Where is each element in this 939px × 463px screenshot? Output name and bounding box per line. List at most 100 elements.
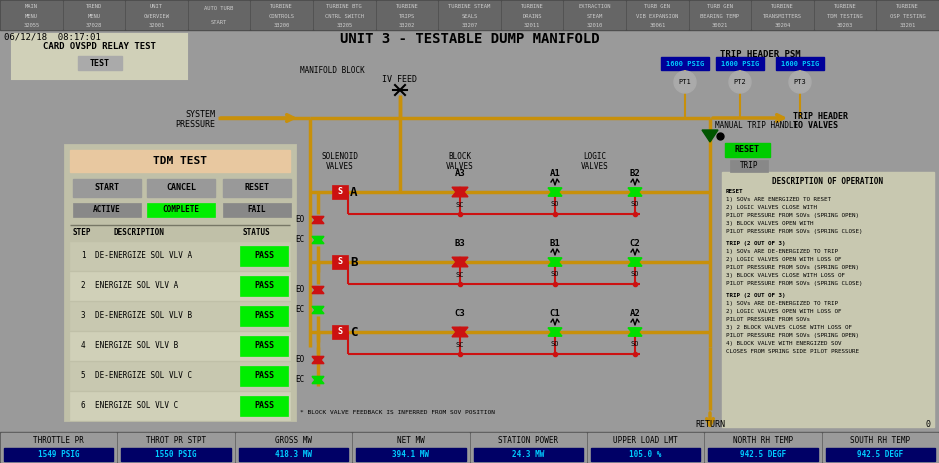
Polygon shape: [452, 327, 468, 337]
Text: SC: SC: [455, 272, 464, 278]
Text: 3) 2 BLOCK VALVES CLOSE WITH LOSS OF: 3) 2 BLOCK VALVES CLOSE WITH LOSS OF: [726, 325, 852, 330]
Bar: [240, 306, 288, 326]
Text: ENERGIZE SOL VLV A: ENERGIZE SOL VLV A: [95, 282, 178, 290]
Text: STATUS: STATUS: [243, 228, 270, 237]
Bar: [147, 179, 215, 197]
Bar: [823, 433, 938, 462]
Bar: [627, 1, 687, 29]
Bar: [70, 302, 290, 330]
Bar: [377, 1, 438, 29]
Text: DE-ENERGIZE SOL VLV B: DE-ENERGIZE SOL VLV B: [95, 312, 192, 320]
Polygon shape: [312, 307, 324, 313]
Bar: [4, 448, 114, 461]
Text: UNIT: UNIT: [150, 4, 163, 9]
Bar: [725, 143, 770, 157]
Text: EXTRACTION: EXTRACTION: [578, 4, 611, 9]
Text: OVERVIEW: OVERVIEW: [144, 13, 170, 19]
Text: B1: B1: [549, 239, 561, 248]
Polygon shape: [628, 258, 642, 266]
Text: STATION POWER: STATION POWER: [498, 436, 559, 445]
Text: TURBINE: TURBINE: [897, 4, 919, 9]
Text: A: A: [350, 186, 358, 199]
Text: 1) SOVs ARE DE-ENERGIZED TO TRIP: 1) SOVs ARE DE-ENERGIZED TO TRIP: [726, 249, 838, 254]
Text: BLOCK
VALVES: BLOCK VALVES: [446, 152, 474, 171]
Bar: [236, 433, 351, 462]
Text: 1: 1: [81, 251, 85, 261]
Polygon shape: [548, 328, 562, 336]
Text: SO: SO: [631, 201, 639, 207]
Polygon shape: [312, 357, 324, 363]
Text: TURBINE: TURBINE: [771, 4, 793, 9]
Text: THROT PR STPT: THROT PR STPT: [146, 436, 207, 445]
Text: NORTH RH TEMP: NORTH RH TEMP: [732, 436, 793, 445]
Bar: [73, 179, 141, 197]
Bar: [73, 203, 141, 217]
Text: B3: B3: [454, 239, 466, 248]
Bar: [240, 396, 288, 416]
Polygon shape: [548, 328, 562, 336]
Text: 3) BLOCK VALVES OPEN WITH: 3) BLOCK VALVES OPEN WITH: [726, 221, 813, 226]
Text: 5: 5: [81, 371, 85, 381]
Text: EO: EO: [296, 356, 305, 364]
Text: SOUTH RH TEMP: SOUTH RH TEMP: [850, 436, 911, 445]
Bar: [70, 392, 290, 420]
Text: TURBINE BTG: TURBINE BTG: [327, 4, 362, 9]
Bar: [70, 150, 290, 172]
Text: START: START: [95, 183, 119, 193]
Bar: [0, 0, 939, 30]
Text: EC: EC: [296, 306, 305, 314]
Bar: [501, 1, 562, 29]
Text: 942.5 DEGF: 942.5 DEGF: [740, 450, 786, 459]
Bar: [752, 1, 813, 29]
Text: TRIP HEADER PSM: TRIP HEADER PSM: [719, 50, 800, 59]
Bar: [121, 448, 231, 461]
Bar: [240, 336, 288, 356]
Text: MAIN: MAIN: [24, 4, 38, 9]
Text: 37028: 37028: [85, 23, 102, 28]
Text: TRIP HEADER: TRIP HEADER: [793, 112, 848, 121]
Text: TO VALVES: TO VALVES: [793, 121, 838, 130]
Text: SO: SO: [551, 341, 560, 347]
Text: NET MW: NET MW: [397, 436, 424, 445]
Bar: [223, 203, 291, 217]
Bar: [661, 57, 709, 70]
Text: EC: EC: [296, 375, 305, 384]
Text: TREND: TREND: [85, 4, 102, 9]
Circle shape: [789, 71, 811, 93]
Text: A2: A2: [630, 309, 640, 318]
Bar: [70, 332, 290, 360]
Bar: [240, 276, 288, 296]
Text: SO: SO: [551, 201, 560, 207]
Polygon shape: [628, 188, 642, 196]
Bar: [126, 1, 187, 29]
Text: DESCRIPTION: DESCRIPTION: [113, 228, 164, 237]
Text: PASS: PASS: [254, 342, 274, 350]
Text: CNTRL SWITCH: CNTRL SWITCH: [325, 13, 363, 19]
Bar: [252, 1, 312, 29]
Polygon shape: [452, 187, 468, 197]
Text: MENU: MENU: [87, 13, 100, 19]
Polygon shape: [312, 287, 324, 294]
Text: 32001: 32001: [148, 23, 164, 28]
Text: PT2: PT2: [733, 79, 747, 85]
Text: SO: SO: [631, 341, 639, 347]
Text: 32011: 32011: [524, 23, 540, 28]
Text: C2: C2: [630, 239, 640, 248]
Text: 0: 0: [926, 420, 931, 429]
Polygon shape: [312, 357, 324, 363]
Text: 33205: 33205: [336, 23, 352, 28]
Text: TRIP (2 OUT OF 3): TRIP (2 OUT OF 3): [726, 293, 786, 298]
Text: STEAM: STEAM: [587, 13, 603, 19]
Text: TRIP (2 OUT OF 3): TRIP (2 OUT OF 3): [726, 241, 786, 246]
Text: 30204: 30204: [775, 23, 791, 28]
Text: CANCEL: CANCEL: [166, 183, 196, 193]
Text: 4: 4: [81, 342, 85, 350]
Text: TDM TESTING: TDM TESTING: [827, 13, 863, 19]
Polygon shape: [548, 258, 562, 266]
Text: DE-ENERGIZE SOL VLV A: DE-ENERGIZE SOL VLV A: [95, 251, 192, 261]
Text: TURBINE STEAM: TURBINE STEAM: [449, 4, 490, 9]
Text: CONTROLS: CONTROLS: [269, 13, 295, 19]
Text: 30021: 30021: [712, 23, 728, 28]
Text: PASS: PASS: [254, 401, 274, 411]
Text: TRANSMITTERS: TRANSMITTERS: [763, 13, 802, 19]
